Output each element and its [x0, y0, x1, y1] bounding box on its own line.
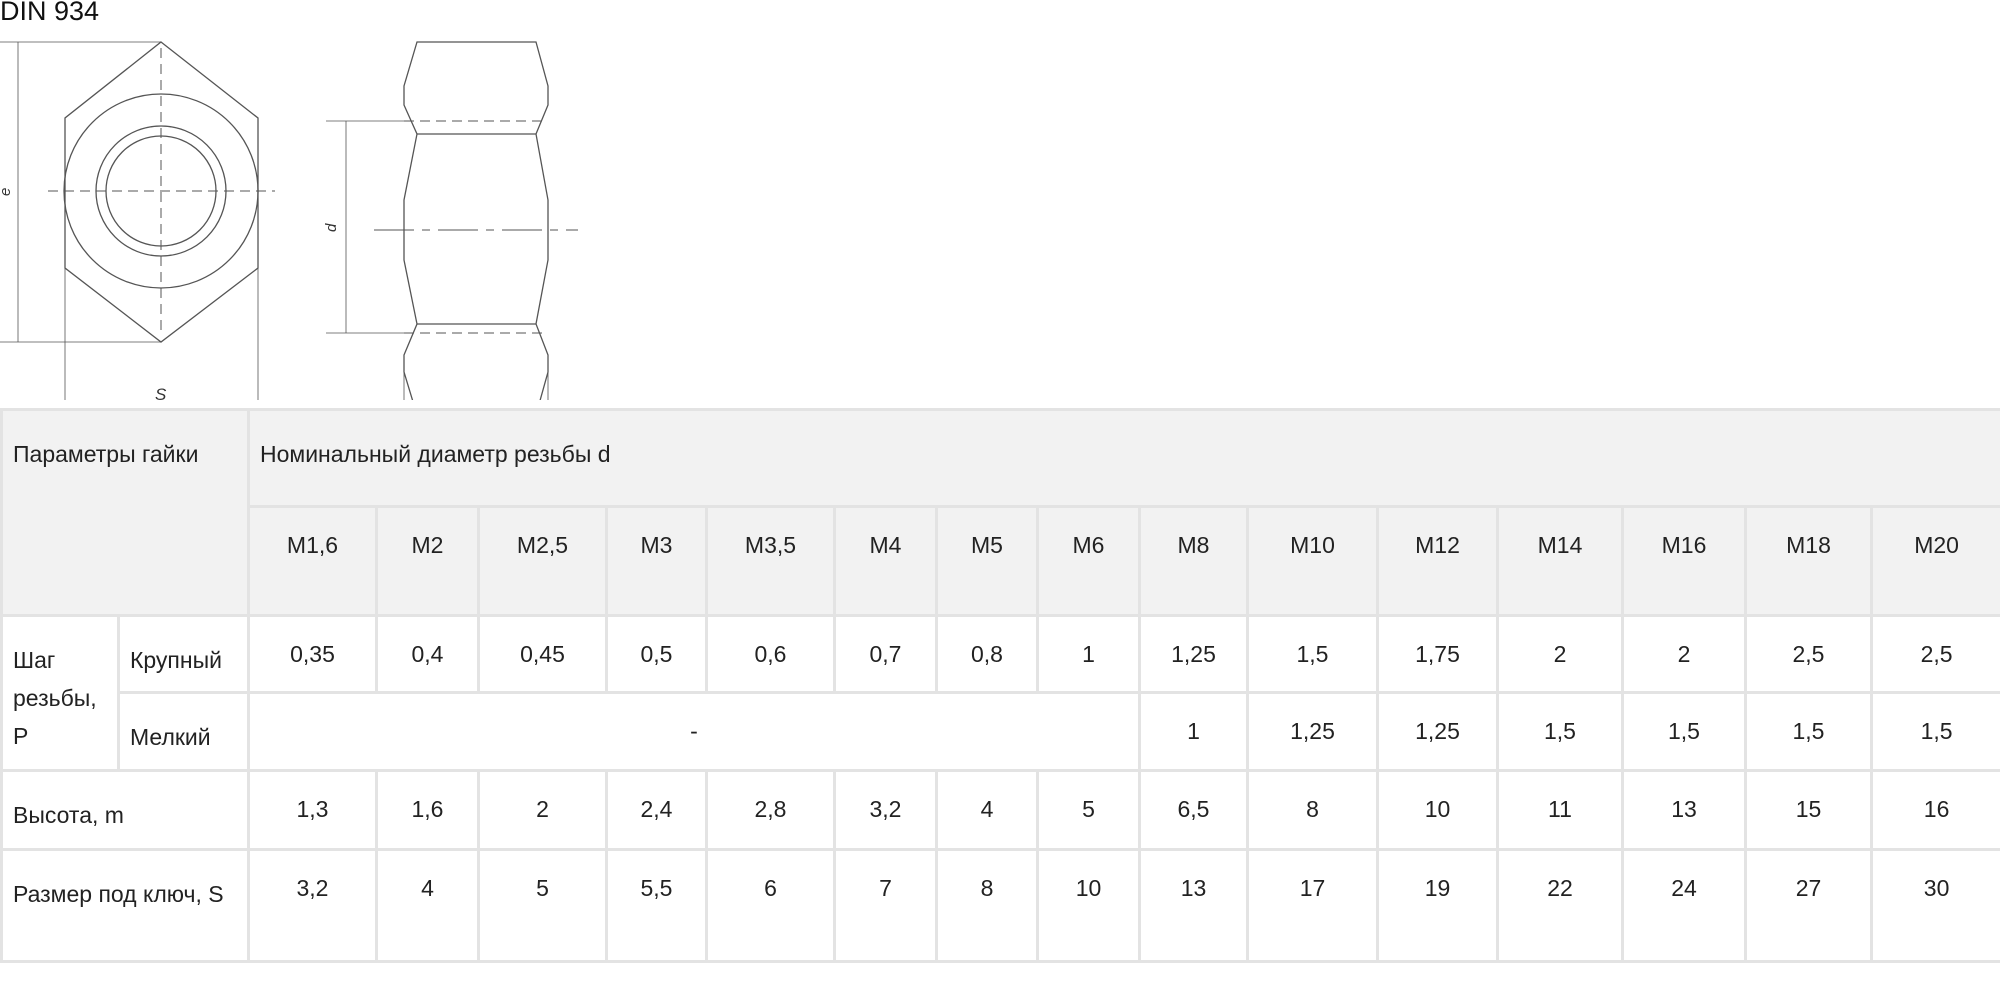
wrench-size-cell: 27 — [1744, 848, 1873, 963]
size-header: M2,5 — [477, 505, 608, 617]
size-header: M10 — [1246, 505, 1379, 617]
coarse-label: Крупный — [117, 614, 250, 694]
fine-pitch-cell: 1,25 — [1376, 691, 1499, 772]
coarse-pitch-cell: 2,5 — [1744, 614, 1873, 694]
size-header: M12 — [1376, 505, 1499, 617]
wrench-size-cell: 5,5 — [605, 848, 708, 963]
fine-pitch-cell: 1,25 — [1246, 691, 1379, 772]
height-label: Высота, m — [0, 769, 250, 851]
coarse-pitch-cell: 2,5 — [1869, 614, 2000, 694]
wrench-size-cell: 6 — [705, 848, 836, 963]
size-header: M4 — [833, 505, 938, 617]
height-cell: 2,4 — [605, 769, 708, 851]
size-header: M18 — [1744, 505, 1873, 617]
coarse-pitch-cell: 0,4 — [375, 614, 480, 694]
fine-pitch-cell: 1 — [1138, 691, 1249, 772]
fine-pitch-cell: 1,5 — [1869, 691, 2000, 772]
coarse-pitch-cell: 0,5 — [605, 614, 708, 694]
height-cell: 3,2 — [833, 769, 938, 851]
page-title: DIN 934 — [0, 0, 100, 26]
height-cell: 16 — [1869, 769, 2000, 851]
nut-dimensions-table: Параметры гайки Номинальный диаметр резьб… — [0, 408, 2000, 963]
size-header: M14 — [1496, 505, 1624, 617]
fine-pitch-cell: 1,5 — [1744, 691, 1873, 772]
wrench-size-cell: 10 — [1036, 848, 1141, 963]
size-header: M5 — [935, 505, 1039, 617]
height-cell: 2 — [477, 769, 608, 851]
dim-s-label: S — [155, 385, 167, 400]
wrench-size-cell: 17 — [1246, 848, 1379, 963]
size-header: M2 — [375, 505, 480, 617]
height-cell: 11 — [1496, 769, 1624, 851]
size-header: M20 — [1869, 505, 2000, 617]
wrench-size-cell: 8 — [935, 848, 1039, 963]
height-cell: 2,8 — [705, 769, 836, 851]
nut-drawing: e S d m — [0, 41, 578, 400]
coarse-pitch-cell: 0,8 — [935, 614, 1039, 694]
wrench-size-label: Размер под ключ, S — [0, 848, 250, 963]
coarse-pitch-cell: 2 — [1621, 614, 1747, 694]
coarse-pitch-cell: 1,75 — [1376, 614, 1499, 694]
dim-d-label: d — [323, 223, 340, 232]
height-cell: 8 — [1246, 769, 1379, 851]
coarse-pitch-cell: 1,5 — [1246, 614, 1379, 694]
table-row: Размер под ключ, S 3,2 4 5 5,5 6 7 8 10 13 17 19 22 2… — [0, 848, 2000, 963]
size-header: M3,5 — [705, 505, 836, 617]
dim-e-label: e — [0, 188, 14, 196]
height-cell: 1,3 — [247, 769, 378, 851]
wrench-size-cell: 7 — [833, 848, 938, 963]
fine-pitch-cell: 1,5 — [1621, 691, 1747, 772]
table-row: Шаг резьбы, P Крупный 0,35 0,4 0,45 0,5 0,6 0,7… — [0, 614, 2000, 772]
wrench-size-cell: 13 — [1138, 848, 1249, 963]
height-cell: 15 — [1744, 769, 1873, 851]
coarse-pitch-cell: 0,35 — [247, 614, 378, 694]
coarse-pitch-cell: 2 — [1496, 614, 1624, 694]
height-cell: 10 — [1376, 769, 1499, 851]
coarse-pitch-cell: 0,7 — [833, 614, 938, 694]
wrench-size-cell: 3,2 — [247, 848, 378, 963]
height-cell: 1,6 — [375, 769, 480, 851]
wrench-size-cell: 19 — [1376, 848, 1499, 963]
height-cell: 6,5 — [1138, 769, 1249, 851]
pitch-label: Шаг резьбы, P — [0, 614, 120, 772]
wrench-size-cell: 22 — [1496, 848, 1624, 963]
fine-pitch-cell: 1,5 — [1496, 691, 1624, 772]
fine-pitch-none-cell: - — [247, 691, 1141, 772]
table-row: M1,6 M2 M2,5 M3 M3,5 M4 M5 M6 M8 M10 M12 M14 M16 M18 M… — [2, 505, 2000, 617]
wrench-size-cell: 5 — [477, 848, 608, 963]
size-header: M6 — [1036, 505, 1141, 617]
fine-label: Мелкий — [117, 691, 250, 772]
wrench-size-cell: 24 — [1621, 848, 1747, 963]
size-header: M8 — [1138, 505, 1249, 617]
table-row: Параметры гайки Номинальный диаметр резьб… — [0, 408, 2000, 617]
param-header: Параметры гайки — [0, 408, 250, 617]
coarse-pitch-cell: 0,6 — [705, 614, 836, 694]
wrench-size-cell: 4 — [375, 848, 480, 963]
size-header: M3 — [605, 505, 708, 617]
diameter-header: Номинальный диаметр резьбы d — [246, 408, 2000, 508]
coarse-pitch-cell: 1,25 — [1138, 614, 1249, 694]
table-row: Мелкий -1 1,25 1,25 1,5 1,5 1,5 1,5 — [2, 691, 2000, 772]
size-header: M16 — [1621, 505, 1747, 617]
height-cell: 4 — [935, 769, 1039, 851]
coarse-pitch-cell: 1 — [1036, 614, 1141, 694]
table-row: Высота, m 1,3 1,6 2 2,4 2,8 3,2 4 5 6,5 8 10 11 13 15 1… — [0, 769, 2000, 851]
height-cell: 5 — [1036, 769, 1141, 851]
wrench-size-cell: 30 — [1869, 848, 2000, 963]
size-header: M1,6 — [247, 505, 378, 617]
coarse-pitch-cell: 0,45 — [477, 614, 608, 694]
height-cell: 13 — [1621, 769, 1747, 851]
